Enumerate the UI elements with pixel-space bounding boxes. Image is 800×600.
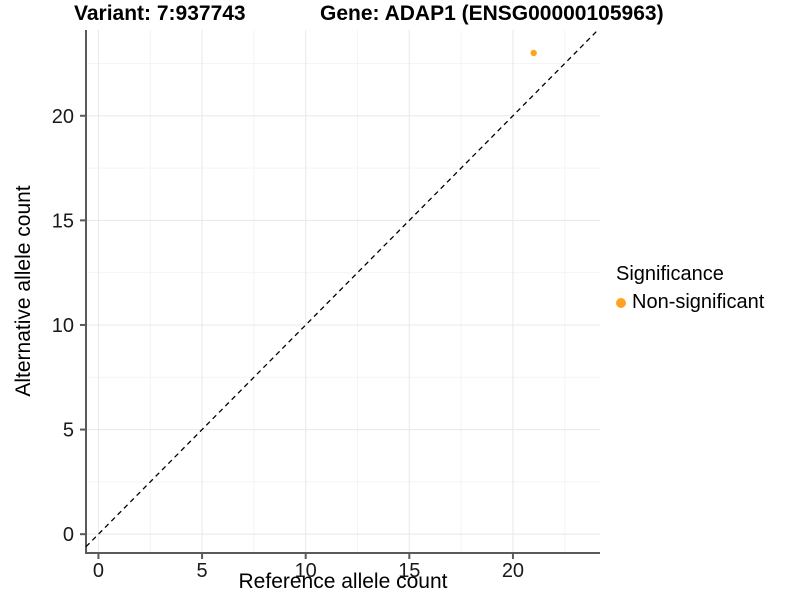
legend-point-icon: [616, 297, 626, 308]
plot-title-variant: Variant: 7:937743: [74, 2, 246, 25]
x-tick-label: 0: [93, 560, 104, 582]
legend: Significance Non-significant: [616, 263, 764, 314]
plot-title-gene: Gene: ADAP1 (ENSG00000105963): [320, 2, 664, 25]
x-tick-label: 5: [197, 560, 208, 582]
y-tick-label: 0: [63, 524, 74, 546]
legend-item-non-significant: Non-significant: [616, 291, 764, 314]
legend-title: Significance: [616, 263, 724, 285]
data-point: [530, 49, 537, 57]
y-tick-label: 5: [63, 420, 74, 442]
x-tick-label: 20: [502, 560, 524, 582]
legend-item-label: Non-significant: [632, 291, 765, 313]
y-tick-label: 15: [52, 210, 74, 232]
y-axis-title: Alternative allele count: [12, 185, 35, 397]
y-tick-label: 20: [52, 106, 74, 128]
identity-dashed-line: [85, 29, 599, 548]
y-tick-label: 10: [52, 315, 74, 337]
x-axis-title: Reference allele count: [238, 570, 448, 593]
x-tick-label: 10: [295, 560, 317, 582]
x-tick-label: 15: [398, 560, 420, 582]
